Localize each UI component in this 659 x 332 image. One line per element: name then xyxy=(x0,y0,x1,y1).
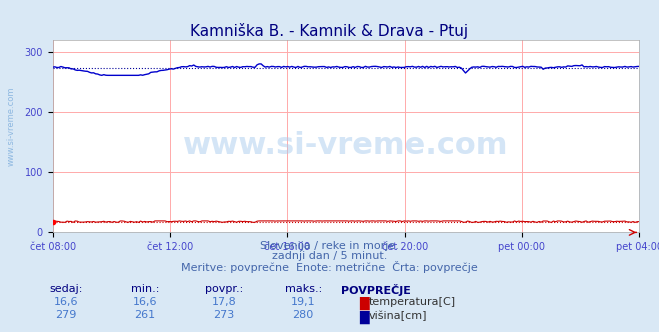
Text: Slovenija / reke in morje.: Slovenija / reke in morje. xyxy=(260,241,399,251)
Text: POVPREČJE: POVPREČJE xyxy=(341,284,411,296)
Text: 261: 261 xyxy=(134,310,156,320)
Text: 273: 273 xyxy=(214,310,235,320)
Text: Kamniška B. - Kamnik & Drava - Ptuj: Kamniška B. - Kamnik & Drava - Ptuj xyxy=(190,23,469,39)
Text: 279: 279 xyxy=(55,310,76,320)
Text: www.si-vreme.com: www.si-vreme.com xyxy=(183,131,509,160)
Text: █: █ xyxy=(359,310,369,324)
Text: www.si-vreme.com: www.si-vreme.com xyxy=(7,86,16,166)
Text: 19,1: 19,1 xyxy=(291,297,316,307)
Text: sedaj:: sedaj: xyxy=(49,284,82,294)
Text: maks.:: maks.: xyxy=(285,284,322,294)
Text: 16,6: 16,6 xyxy=(53,297,78,307)
Text: Meritve: povprečne  Enote: metrične  Črta: povprečje: Meritve: povprečne Enote: metrične Črta:… xyxy=(181,261,478,273)
Text: 280: 280 xyxy=(293,310,314,320)
Text: zadnji dan / 5 minut.: zadnji dan / 5 minut. xyxy=(272,251,387,261)
Text: █: █ xyxy=(359,297,369,310)
Text: višina[cm]: višina[cm] xyxy=(369,310,428,321)
Text: 17,8: 17,8 xyxy=(212,297,237,307)
Text: 16,6: 16,6 xyxy=(132,297,158,307)
Text: povpr.:: povpr.: xyxy=(205,284,243,294)
Text: min.:: min.: xyxy=(130,284,159,294)
Text: temperatura[C]: temperatura[C] xyxy=(369,297,456,307)
